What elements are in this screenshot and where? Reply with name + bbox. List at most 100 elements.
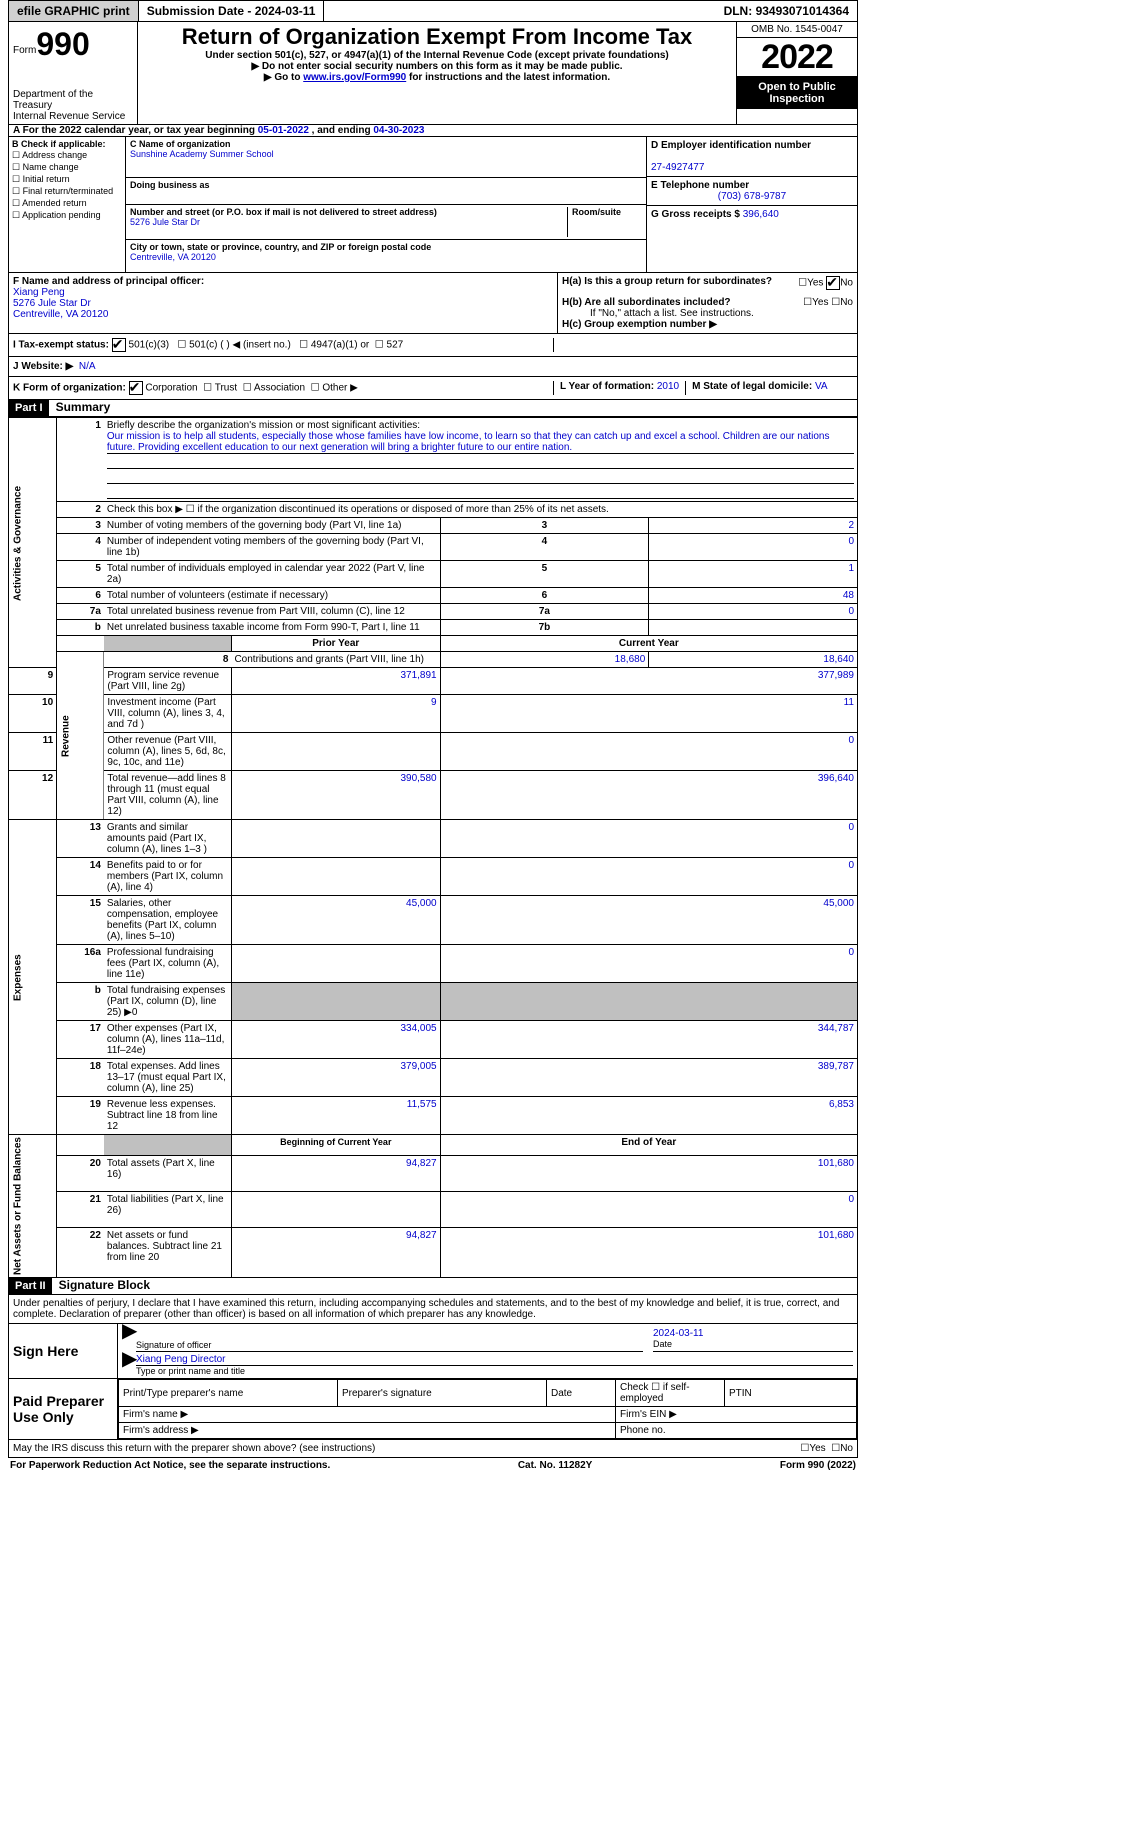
year-formation-label: L Year of formation: <box>560 381 657 392</box>
begin-year-label: Beginning of Current Year <box>231 1135 440 1156</box>
hb-note: If "No," attach a list. See instructions… <box>590 308 853 319</box>
preparer-sig-label: Preparer's signature <box>338 1380 547 1407</box>
summary-table: Activities & Governance 1 Briefly descri… <box>8 417 858 1278</box>
sig-date: 2024-03-11 <box>653 1328 703 1339</box>
dln-label: DLN: <box>724 4 756 18</box>
cb-app-pending[interactable]: ☐ Application pending <box>12 210 122 221</box>
ha-no-checkbox[interactable] <box>826 276 840 290</box>
form-year-footer: Form 990 (2022) <box>780 1460 856 1471</box>
city-value: Centreville, VA 20120 <box>130 252 216 262</box>
dept-treasury: Department of the Treasury <box>13 89 133 111</box>
section-b-label: B Check if applicable: <box>12 139 106 149</box>
preparer-date-label: Date <box>547 1380 616 1407</box>
line7a: Total unrelated business revenue from Pa… <box>107 606 405 617</box>
cb-assoc[interactable]: Association <box>254 383 305 394</box>
typed-name-label: Type or print name and title <box>136 1365 853 1376</box>
omb-number: OMB No. 1545-0047 <box>737 22 857 38</box>
officer-addr1: 5276 Jule Star Dr <box>13 298 91 309</box>
domicile-value: VA <box>815 381 828 392</box>
form-subtitle: Under section 501(c), 527, or 4947(a)(1)… <box>142 50 732 61</box>
firm-phone-label: Phone no. <box>616 1423 857 1439</box>
cb-corp[interactable] <box>129 381 143 395</box>
city-label: City or town, state or province, country… <box>130 242 431 252</box>
arrow-icon-2: ▶ <box>122 1354 136 1376</box>
section-h: H(a) Is this a group return for subordin… <box>558 273 857 333</box>
footer: For Paperwork Reduction Act Notice, see … <box>8 1458 858 1473</box>
cb-address-change[interactable]: ☐ Address change <box>12 150 122 161</box>
header-mid: Return of Organization Exempt From Incom… <box>138 22 736 124</box>
hb-no[interactable]: No <box>840 297 853 308</box>
ha-label: H(a) Is this a group return for subordin… <box>562 276 772 287</box>
ptin-label: PTIN <box>725 1380 857 1407</box>
cb-501c[interactable]: 501(c) ( ) ◀ (insert no.) <box>189 340 291 351</box>
sideways-rev: Revenue <box>57 652 104 820</box>
discuss-label: May the IRS discuss this return with the… <box>13 1443 375 1454</box>
sign-here-label: Sign Here <box>9 1324 118 1378</box>
line6: Total number of volunteers (estimate if … <box>107 590 328 601</box>
cb-name-change[interactable]: ☐ Name change <box>12 162 122 173</box>
firm-ein-label: Firm's EIN ▶ <box>616 1407 857 1423</box>
open-to-public: Open to Public Inspection <box>737 77 857 109</box>
part1-title: Summary <box>56 400 111 414</box>
org-name: Sunshine Academy Summer School <box>130 149 274 159</box>
ha-yes[interactable]: Yes <box>807 278 823 289</box>
sideways-ag: Activities & Governance <box>9 418 57 668</box>
line7b: Net unrelated business taxable income fr… <box>107 622 420 633</box>
instructions-link[interactable]: www.irs.gov/Form990 <box>303 72 406 83</box>
mission-text: Our mission is to help all students, esp… <box>107 431 854 454</box>
topbar: efile GRAPHIC print Submission Date - 20… <box>8 0 858 22</box>
cb-trust[interactable]: Trust <box>215 383 237 394</box>
discuss-yes[interactable]: Yes <box>809 1443 825 1454</box>
dln-value: 93493071014364 <box>756 4 849 18</box>
goto-post: for instructions and the latest informat… <box>406 72 610 83</box>
cb-other[interactable]: Other ▶ <box>322 383 357 394</box>
form-of-org-label: K Form of organization: <box>13 383 126 394</box>
sideways-na: Net Assets or Fund Balances <box>9 1135 57 1278</box>
period-row: A For the 2022 calendar year, or tax yea… <box>8 125 858 137</box>
submission-value: 2024-03-11 <box>255 4 316 18</box>
dba-label: Doing business as <box>130 180 210 190</box>
preparer-name-label: Print/Type preparer's name <box>119 1380 338 1407</box>
form-title: Return of Organization Exempt From Incom… <box>142 24 732 50</box>
efile-print-button[interactable]: efile GRAPHIC print <box>9 1 139 21</box>
period-mid: , and ending <box>309 125 373 136</box>
line2-checkbox[interactable]: Check this box ▶ ☐ if the organization d… <box>104 502 858 518</box>
part1-header: Part I <box>9 400 49 416</box>
discuss-no[interactable]: No <box>840 1443 853 1454</box>
submission-date: Submission Date - 2024-03-11 <box>139 1 325 21</box>
part2-header: Part II <box>9 1278 52 1294</box>
tax-status-label: I Tax-exempt status: <box>13 340 109 351</box>
cb-amended[interactable]: ☐ Amended return <box>12 198 122 209</box>
section-f: F Name and address of principal officer:… <box>9 273 558 333</box>
goto-pre: ▶ Go to <box>264 72 303 83</box>
cb-527[interactable]: 527 <box>387 340 404 351</box>
end-year-label: End of Year <box>440 1135 857 1156</box>
paperwork-notice: For Paperwork Reduction Act Notice, see … <box>10 1460 330 1471</box>
line4: Number of independent voting members of … <box>107 536 424 558</box>
hc-label: H(c) Group exemption number ▶ <box>562 319 717 330</box>
cb-501c3[interactable] <box>112 338 126 352</box>
cat-no: Cat. No. 11282Y <box>518 1460 592 1471</box>
ein-value: 27-4927477 <box>651 162 704 173</box>
hb-label: H(b) Are all subordinates included? <box>562 297 731 308</box>
year-formation: 2010 <box>657 381 679 392</box>
mission-label: Briefly describe the organization's miss… <box>107 420 420 431</box>
cb-final-return[interactable]: ☐ Final return/terminated <box>12 186 122 197</box>
firm-addr-label: Firm's address ▶ <box>119 1423 616 1439</box>
officer-name: Xiang Peng <box>13 287 65 298</box>
ein-label: D Employer identification number <box>651 140 811 151</box>
self-employed-cb[interactable]: Check ☐ if self-employed <box>616 1380 725 1407</box>
typed-name: Xiang Peng Director <box>136 1354 226 1365</box>
header-left: Form990 Department of the Treasury Inter… <box>9 22 138 124</box>
header-right: OMB No. 1545-0047 2022 Open to Public In… <box>736 22 857 124</box>
website-label: J Website: ▶ <box>13 361 73 372</box>
cb-initial-return[interactable]: ☐ Initial return <box>12 174 122 185</box>
hb-yes[interactable]: Yes <box>812 297 828 308</box>
room-label: Room/suite <box>572 207 621 217</box>
cb-4947[interactable]: 4947(a)(1) or <box>311 340 369 351</box>
period-end: 04-30-2023 <box>373 125 424 136</box>
tax-year: 2022 <box>737 38 857 77</box>
period-begin: 05-01-2022 <box>258 125 309 136</box>
officer-label: F Name and address of principal officer: <box>13 276 204 287</box>
org-name-label: C Name of organization <box>130 139 231 149</box>
